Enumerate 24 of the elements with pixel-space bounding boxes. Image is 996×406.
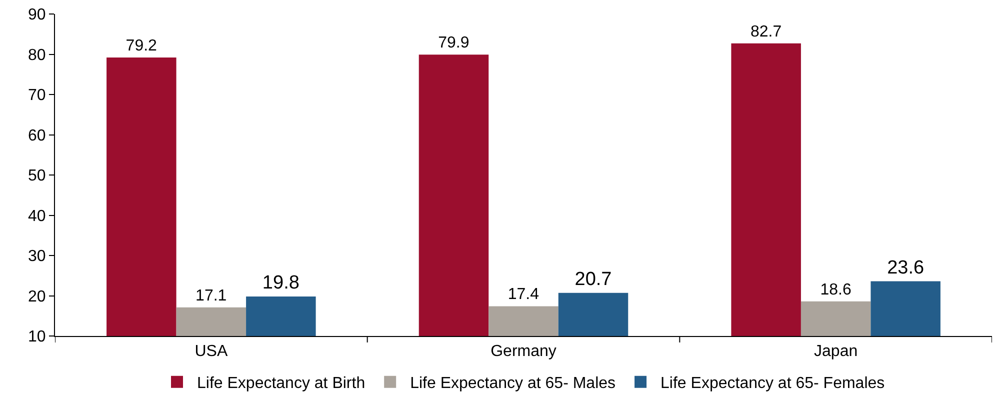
y-tick-label: 30 bbox=[28, 248, 46, 266]
data-label: 20.7 bbox=[574, 268, 612, 290]
data-label: 79.9 bbox=[438, 34, 470, 52]
x-tick-label: Japan bbox=[814, 343, 858, 360]
y-tick-label: 50 bbox=[28, 168, 46, 185]
y-tick-label: 10 bbox=[28, 328, 46, 346]
y-tick-label: 80 bbox=[28, 46, 46, 64]
data-label: 79.2 bbox=[126, 37, 158, 54]
legend-label: Life Expectancy at 65- Females bbox=[660, 375, 885, 392]
x-tick-label: Germany bbox=[490, 343, 556, 360]
y-tick-label: 60 bbox=[28, 127, 46, 144]
y-tick-label: 20 bbox=[28, 288, 46, 306]
data-label: 17.1 bbox=[196, 287, 227, 304]
data-label: 23.6 bbox=[887, 257, 924, 278]
y-tick-label: 70 bbox=[28, 87, 46, 104]
y-tick-label: 40 bbox=[28, 208, 46, 225]
data-label: 17.4 bbox=[508, 286, 540, 304]
legend-label: Life Expectancy at 65- Males bbox=[410, 375, 616, 392]
y-tick-label: 90 bbox=[28, 6, 46, 24]
x-tick-label: USA bbox=[194, 343, 228, 360]
data-label: 19.8 bbox=[262, 272, 300, 294]
data-label: 82.7 bbox=[750, 23, 782, 40]
legend-label: Life Expectancy at Birth bbox=[197, 375, 366, 392]
data-label: 18.6 bbox=[820, 281, 852, 298]
